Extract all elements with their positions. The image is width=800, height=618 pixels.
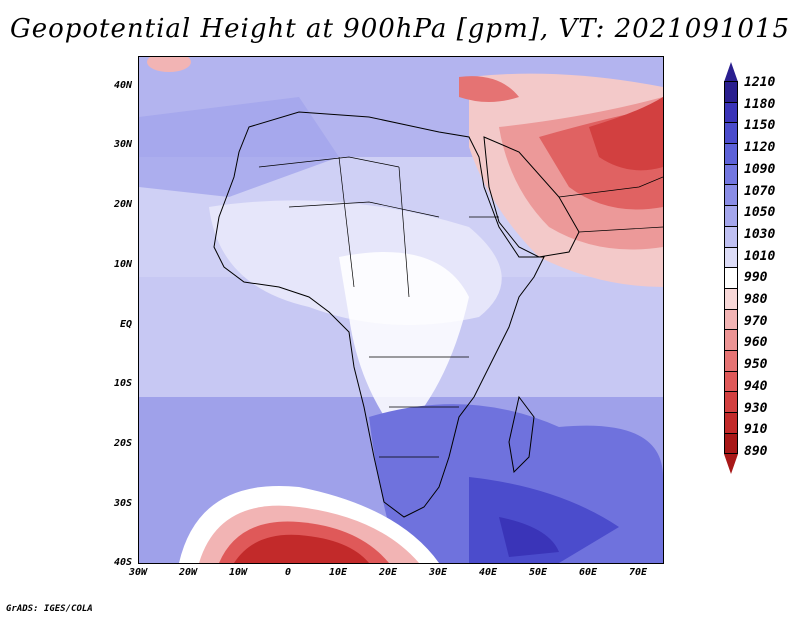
colorbar-segment xyxy=(724,225,738,248)
map-panel xyxy=(138,56,664,564)
lon-label: 0 xyxy=(284,567,292,578)
lon-label: 40E xyxy=(478,567,498,578)
lat-label: 30N xyxy=(113,139,132,150)
lat-label: 10S xyxy=(113,378,132,389)
lat-label: 10N xyxy=(113,259,132,270)
lon-label: 60E xyxy=(578,567,598,578)
colorbar-label: 1090 xyxy=(744,161,776,177)
colorbar-segment xyxy=(724,184,738,207)
colorbar-segment xyxy=(724,308,738,331)
lon-label: 20W xyxy=(178,567,198,578)
colorbar-label: 890 xyxy=(744,443,768,459)
lon-label: 10E xyxy=(328,567,348,578)
colorbar-segment xyxy=(724,81,738,103)
colorbar-segment xyxy=(724,143,738,165)
colorbar-label: 950 xyxy=(744,357,768,373)
lat-label: 40N xyxy=(113,80,132,91)
lat-label: 20N xyxy=(113,199,132,210)
colorbar-label: 1050 xyxy=(744,205,776,221)
colorbar-segment xyxy=(724,391,738,413)
colorbar-segment xyxy=(724,349,738,372)
credit-text: GrADS: IGES/COLA xyxy=(6,604,93,614)
colorbar-label: 1150 xyxy=(744,118,776,134)
colorbar-segment xyxy=(724,412,738,434)
lon-label: 30W xyxy=(128,567,148,578)
colorbar-label: 970 xyxy=(744,313,768,329)
lon-label: 30E xyxy=(428,567,448,578)
colorbar-label: 1210 xyxy=(744,75,776,90)
lat-label: EQ xyxy=(119,319,132,330)
height-field xyxy=(139,57,663,563)
colorbar-label: 1070 xyxy=(744,183,776,199)
colorbar-label: 980 xyxy=(744,292,768,307)
lat-label: 20S xyxy=(113,438,132,449)
lon-label: 70E xyxy=(628,567,648,578)
colorbar-label: 1030 xyxy=(744,226,776,242)
lat-label: 30S xyxy=(113,498,132,509)
colorbar-label: 930 xyxy=(744,400,768,416)
colorbar-segment xyxy=(724,432,738,455)
colorbar-segment xyxy=(724,101,738,124)
colorbar-label: 940 xyxy=(744,378,768,394)
lon-label: 50E xyxy=(528,567,548,578)
colorbar-segment xyxy=(724,246,738,269)
colorbar-label: 1010 xyxy=(744,248,776,264)
colorbar-segment xyxy=(724,287,738,310)
lat-label: 40S xyxy=(113,557,132,568)
colorbar-segment xyxy=(724,205,738,227)
colorbar-segment xyxy=(724,122,738,145)
colorbar-segment xyxy=(724,267,738,289)
colorbar-segment xyxy=(724,163,738,186)
colorbar-bottom-arrow xyxy=(724,454,738,475)
map-title: Geopotential Height at 900hPa [gpm], VT:… xyxy=(9,14,791,44)
colorbar-segment xyxy=(724,329,738,351)
colorbar-label: 1180 xyxy=(744,96,776,112)
colorbar-label: 910 xyxy=(744,422,768,438)
colorbar-label: 960 xyxy=(744,335,768,351)
colorbar-segment xyxy=(724,370,738,393)
lon-label: 10W xyxy=(228,567,248,578)
colorbar-top-arrow xyxy=(724,62,738,82)
colorbar xyxy=(724,62,738,475)
colorbar-label: 1120 xyxy=(744,140,776,156)
colorbar-label: 990 xyxy=(744,270,768,286)
lon-label: 20E xyxy=(378,567,398,578)
